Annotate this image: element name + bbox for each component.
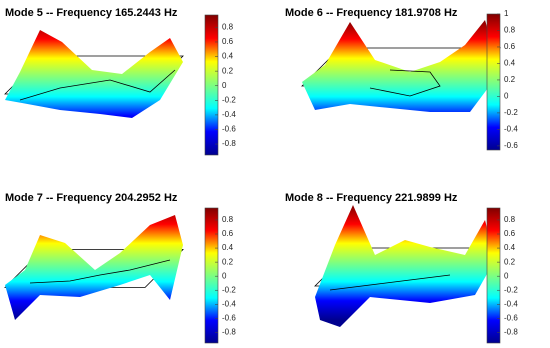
colorbar-tick-label: 0 [222,271,227,280]
colorbar-tick-label: 0.8 [222,215,234,224]
subplot: Mode 6 -- Frequency 181.9708 Hz [285,7,501,112]
colorbar-tick-label: -0.4 [222,299,236,308]
subplot: Mode 8 -- Frequency 221.9899 Hz [285,192,496,327]
colorbar: 1 0.8 0.6 0.4 0.2 0 -0.2 -0.4 -0.6 [486,9,518,151]
colorbar-tick-label: 0.2 [504,75,516,84]
colorbar-tick-label: 0.4 [222,52,234,61]
colorbar-tick-label: 0.6 [222,229,234,238]
colorbar-tick-label: 0.8 [504,26,516,35]
colorbar-fill [486,13,501,151]
colorbar-tick-label: -0.6 [222,314,236,323]
colorbar-tick-label: -0.6 [222,125,236,134]
subplot-title: Mode 8 -- Frequency 221.9899 Hz [285,192,458,204]
colorbar-fill [204,14,219,156]
colorbar-tick-label: -0.8 [504,328,518,337]
colorbar-tick-label: 0 [504,92,509,101]
colorbar-tick-label: -0.8 [222,139,236,148]
mode-surface [302,20,500,112]
colorbar: 0.8 0.6 0.4 0.2 0 -0.2 -0.4 -0.6 -0.8 [204,207,236,344]
colorbar: 0.8 0.6 0.4 0.2 0 -0.2 -0.4 -0.6 -0.8 [204,14,236,156]
mode-surface [5,30,183,118]
colorbar-tick-label: 0.4 [504,59,516,68]
colorbar-tick-label: 0.6 [504,229,516,238]
colorbar-fill [486,207,501,344]
subplot-title: Mode 7 -- Frequency 204.2952 Hz [5,192,178,204]
colorbar-tick-label: 0.8 [504,215,516,224]
colorbar: 0.8 0.6 0.4 0.2 0 -0.2 -0.4 -0.6 -0.8 [486,207,518,344]
nodal-line [19,69,176,101]
nodal-line [369,69,441,97]
mode-surface [315,205,495,327]
colorbar-tick-label: 0 [222,81,227,90]
colorbar-fill [204,207,219,344]
colorbar-tick-label: 0.8 [222,23,234,32]
colorbar-tick-label: -0.6 [504,141,518,150]
colorbar-tick-label: -0.4 [222,110,236,119]
colorbar-tick-label: 0 [504,271,509,280]
colorbar-tick-label: -0.4 [504,299,518,308]
colorbar-tick-label: 0.2 [504,257,516,266]
colorbar-tick-label: 0.2 [222,257,234,266]
nodal-line [29,259,171,284]
colorbar-tick-label: 0.4 [504,243,516,252]
subplot: Mode 5 -- Frequency 165.2443 Hz [4,7,184,118]
colorbar-tick-label: 0.2 [222,66,234,75]
subplot: Mode 7 -- Frequency 204.2952 Hz [4,192,184,320]
subplot-title: Mode 5 -- Frequency 165.2443 Hz [5,7,178,19]
colorbar-tick-label: -0.2 [504,285,518,294]
colorbar-tick-label: -0.8 [222,328,236,337]
subplot-title: Mode 6 -- Frequency 181.9708 Hz [285,7,458,19]
colorbar-tick-label: 0.4 [222,243,234,252]
colorbar-tick-label: -0.6 [504,314,518,323]
nodal-line [329,274,451,291]
colorbar-tick-label: -0.2 [504,108,518,117]
mode-surface [5,215,183,320]
colorbar-tick-label: -0.4 [504,125,518,134]
colorbar-tick-label: -0.2 [222,95,236,104]
colorbar-tick-label: -0.2 [222,285,236,294]
colorbar-tick-label: 1 [504,9,509,18]
colorbar-tick-label: 0.6 [504,42,516,51]
colorbar-tick-label: 0.6 [222,37,234,46]
